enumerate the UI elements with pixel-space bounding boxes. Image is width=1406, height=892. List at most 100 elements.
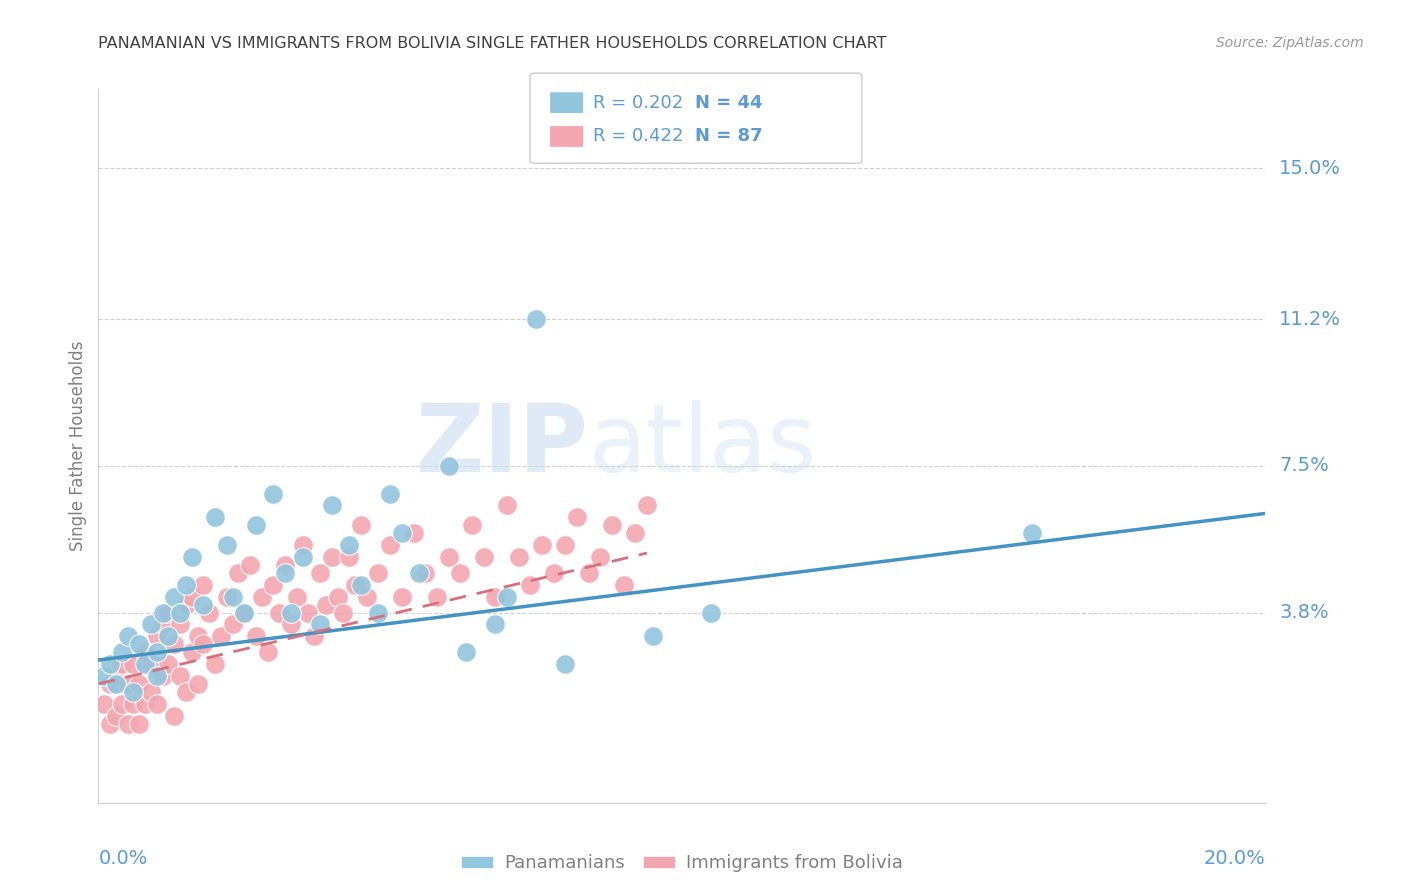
- Point: [250, 590, 273, 604]
- Point: [356, 590, 378, 604]
- Point: [233, 606, 256, 620]
- Point: [228, 566, 250, 580]
- Point: [378, 538, 402, 552]
- Text: N = 87: N = 87: [695, 128, 762, 145]
- Point: [111, 645, 134, 659]
- Point: [157, 606, 180, 620]
- Point: [215, 590, 238, 604]
- Point: [117, 677, 139, 691]
- Point: [111, 657, 134, 671]
- Point: [378, 486, 402, 500]
- Point: [495, 590, 517, 604]
- Point: [134, 645, 156, 659]
- Point: [461, 518, 484, 533]
- Point: [233, 606, 256, 620]
- Point: [454, 645, 477, 659]
- Point: [554, 538, 576, 552]
- Point: [285, 590, 308, 604]
- Point: [274, 566, 297, 580]
- Text: R = 0.202: R = 0.202: [593, 94, 683, 112]
- Point: [163, 708, 186, 723]
- Text: R = 0.422: R = 0.422: [593, 128, 683, 145]
- Point: [508, 549, 530, 564]
- Point: [169, 617, 191, 632]
- Point: [146, 629, 169, 643]
- Point: [187, 629, 209, 643]
- Point: [169, 669, 191, 683]
- Point: [239, 558, 262, 572]
- Text: 11.2%: 11.2%: [1279, 310, 1341, 328]
- Text: PANAMANIAN VS IMMIGRANTS FROM BOLIVIA SINGLE FATHER HOUSEHOLDS CORRELATION CHART: PANAMANIAN VS IMMIGRANTS FROM BOLIVIA SI…: [98, 36, 887, 51]
- Point: [437, 458, 460, 473]
- Point: [449, 566, 471, 580]
- Point: [554, 657, 576, 671]
- Point: [350, 578, 373, 592]
- Point: [274, 558, 297, 572]
- Point: [174, 578, 197, 592]
- Point: [139, 657, 162, 671]
- Point: [472, 549, 495, 564]
- Point: [209, 629, 232, 643]
- Point: [169, 606, 191, 620]
- Point: [280, 606, 302, 620]
- Point: [337, 538, 360, 552]
- Point: [321, 499, 343, 513]
- Point: [221, 590, 243, 604]
- Y-axis label: Single Father Households: Single Father Households: [69, 341, 87, 551]
- Point: [391, 526, 413, 541]
- Text: 0.0%: 0.0%: [98, 849, 148, 868]
- Point: [104, 708, 127, 723]
- Point: [204, 657, 226, 671]
- Point: [146, 669, 169, 683]
- Point: [437, 549, 460, 564]
- Point: [612, 578, 634, 592]
- Point: [326, 590, 349, 604]
- Point: [193, 578, 215, 592]
- Point: [117, 629, 139, 643]
- Point: [134, 657, 156, 671]
- Point: [256, 645, 278, 659]
- Point: [174, 685, 197, 699]
- Point: [128, 716, 150, 731]
- Point: [530, 538, 553, 552]
- Text: 3.8%: 3.8%: [1279, 603, 1329, 622]
- Point: [122, 697, 145, 711]
- Point: [589, 549, 612, 564]
- Point: [309, 566, 332, 580]
- Legend: Panamanians, Immigrants from Bolivia: Panamanians, Immigrants from Bolivia: [454, 847, 910, 880]
- Text: 7.5%: 7.5%: [1279, 457, 1329, 475]
- Point: [180, 549, 202, 564]
- Point: [636, 499, 658, 513]
- Point: [413, 566, 436, 580]
- Point: [134, 697, 156, 711]
- Point: [565, 510, 588, 524]
- Point: [122, 657, 145, 671]
- Point: [426, 590, 449, 604]
- Point: [204, 510, 226, 524]
- Point: [350, 518, 373, 533]
- Point: [269, 606, 291, 620]
- Point: [367, 566, 389, 580]
- Point: [98, 716, 121, 731]
- Point: [291, 549, 314, 564]
- Point: [304, 629, 326, 643]
- Point: [93, 669, 115, 683]
- Point: [245, 518, 267, 533]
- Point: [157, 629, 180, 643]
- Point: [495, 499, 517, 513]
- Point: [128, 677, 150, 691]
- Text: Source: ZipAtlas.com: Source: ZipAtlas.com: [1216, 36, 1364, 50]
- Point: [128, 637, 150, 651]
- Point: [180, 645, 202, 659]
- Point: [187, 677, 209, 691]
- Point: [98, 677, 121, 691]
- Point: [122, 685, 145, 699]
- Point: [291, 538, 314, 552]
- Point: [104, 669, 127, 683]
- Point: [402, 526, 425, 541]
- Point: [104, 677, 127, 691]
- Point: [163, 637, 186, 651]
- Point: [198, 606, 221, 620]
- Point: [152, 606, 174, 620]
- Text: atlas: atlas: [589, 400, 817, 492]
